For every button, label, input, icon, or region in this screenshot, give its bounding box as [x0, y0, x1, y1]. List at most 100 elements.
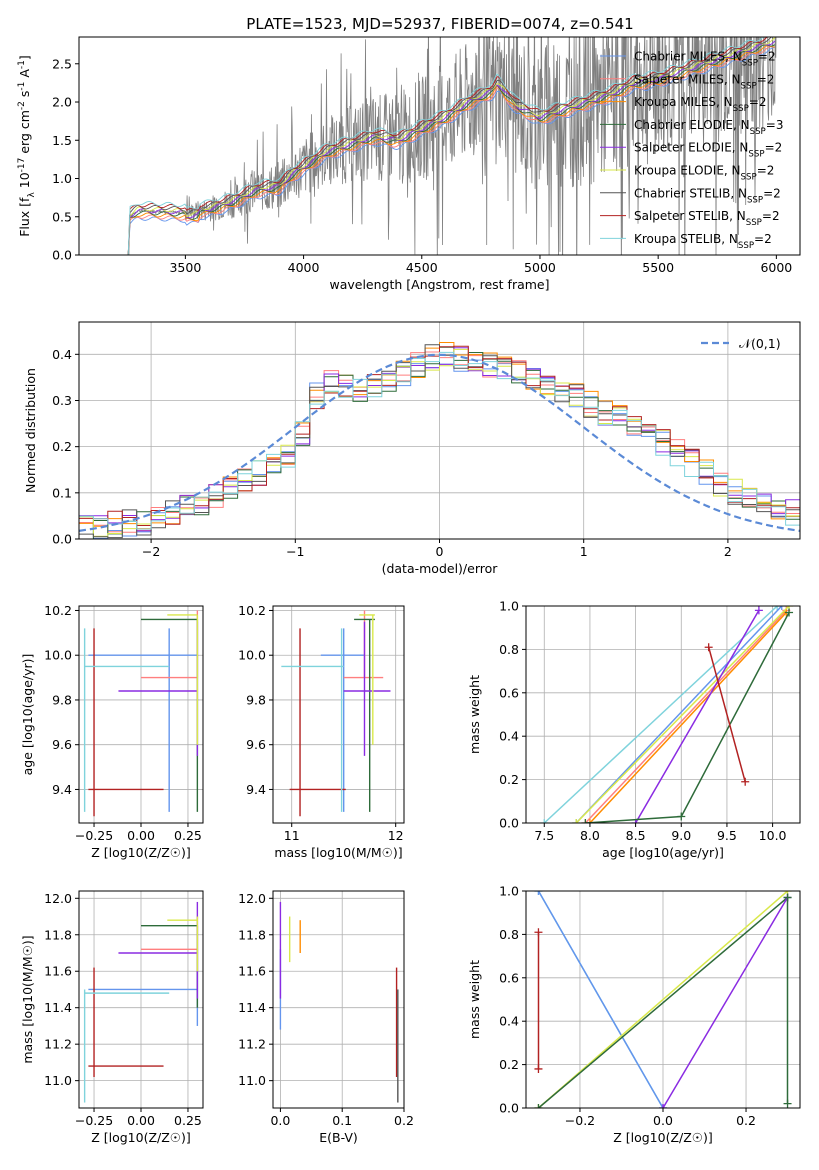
- weight-vs-Z-xtick-label: 0.0: [653, 1113, 673, 1128]
- age-vs-mass-ytick-label: 9.6: [246, 737, 266, 752]
- mass-vs-EBV-ytick-label: 11.0: [238, 1073, 266, 1088]
- weight-vs-age-point-marker: [677, 812, 686, 821]
- residuals-ytick-label: 0.2: [52, 439, 72, 454]
- mass-vs-EBV-plot-area: [279, 901, 399, 1103]
- weight-vs-age-ytick-label: 0.8: [499, 642, 519, 657]
- residuals-legend: 𝒩(0,1): [701, 336, 781, 351]
- age-vs-Z-xtick-label: −0.25: [75, 828, 113, 843]
- mass-vs-Z-frame: [78, 890, 204, 1109]
- mass-vs-Z-ylabel: mass [log10(M/M☉)]: [20, 935, 35, 1063]
- age-vs-Z-plot-area: [83, 610, 199, 817]
- age-vs-Z-xlabel: Z [log10(Z/Z☉)]: [91, 845, 191, 860]
- legend-entry-2: Kroupa MILES, NSSP=2: [634, 95, 767, 114]
- residuals-xtick-label: −1: [286, 544, 304, 559]
- residual-histogram-5: [79, 348, 800, 537]
- spectrum-xtick-label: 3500: [169, 260, 201, 275]
- weight-vs-age-xlabel: age [log10(age/yr)]: [602, 845, 724, 860]
- weight-vs-age-plot-area: [540, 606, 794, 823]
- mass-vs-Z-xtick-label: −0.25: [75, 1113, 113, 1128]
- mass-vs-EBV-ytick-label: 11.6: [238, 964, 266, 979]
- residual-histogram-8: [79, 351, 800, 530]
- legend-entry-6: Chabrier STELIB, NSSP=2: [634, 186, 781, 205]
- weight-vs-age-ytick-label: 0.4: [499, 729, 519, 744]
- weight-vs-age-point-marker: [585, 819, 594, 823]
- weight-vs-age-point-marker: [540, 819, 549, 823]
- spectrum-frame: [78, 36, 801, 256]
- weight-vs-Z-point-marker: [783, 893, 792, 902]
- age-vs-mass-ytick-label: 9.4: [246, 782, 266, 797]
- model-spectrum-line-3: [126, 44, 776, 255]
- weight-vs-Z-series-line-4: [662, 897, 789, 1108]
- mass-vs-EBV-xtick-label: 0.2: [394, 1113, 414, 1128]
- age-vs-Z-ytick-label: 10.0: [44, 648, 72, 663]
- residuals-axes: −2 −1 0 1 2 0.0 0.1 0.2 0.3 0.4 (data-model)/error…: [23, 322, 800, 576]
- residuals-ytick-label: 0.4: [52, 347, 72, 362]
- model-spectrum-line-1: [126, 46, 776, 255]
- residuals-xtick-label: 2: [724, 544, 732, 559]
- weight-vs-Z-point-marker: [783, 1099, 792, 1108]
- spectrum-xtick-label: 6000: [760, 260, 792, 275]
- mass-vs-Z-ytick-label: 11.0: [44, 1073, 72, 1088]
- normal-curve: [79, 353, 800, 532]
- legend-entry-8: Kroupa STELIB, NSSP=2: [634, 232, 772, 251]
- mass-vs-Z-ytick-label: 11.8: [44, 927, 72, 942]
- weight-vs-Z-ytick-label: 0.6: [499, 970, 519, 985]
- age-vs-mass-xtick-label: 11: [284, 828, 300, 843]
- residual-histogram-7: [79, 345, 800, 526]
- weight-vs-age-ytick-label: 1.0: [499, 599, 519, 614]
- weight-vs-Z-point-marker: [534, 891, 543, 895]
- residuals-plot-area: [79, 342, 800, 539]
- weight-vs-age-ytick-label: 0.0: [499, 816, 519, 831]
- weight-vs-Z-ytick-label: 0.8: [499, 927, 519, 942]
- weight-vs-Z-series-line-2: [538, 891, 788, 1108]
- legend-entry-7: Salpeter STELIB, NSSP=2: [634, 209, 780, 228]
- mass-vs-Z-plot-area: [83, 901, 199, 1103]
- mass-vs-EBV-ytick-label: 11.8: [238, 927, 266, 942]
- residuals-ytick-label: 0.3: [52, 393, 72, 408]
- mass-vs-Z-ytick-label: 12.0: [44, 891, 72, 906]
- spectrum-ylabel: Flux [fλ 10-17 erg cm-2 s-1 A-1]: [17, 55, 37, 237]
- weight-vs-age-xtick-label: 9.0: [671, 828, 691, 843]
- age-vs-Z-axes: −0.25 0.00 0.25 9.4 9.6 9.8 10.0 10.2 Z [log10(Z…: [20, 603, 203, 860]
- weight-vs-Z-ytick-label: 0.0: [499, 1101, 519, 1116]
- weight-vs-Z-series-line-1: [537, 891, 664, 1108]
- age-vs-Z-ytick-label: 9.4: [52, 782, 72, 797]
- spectrum-ytick-label: 1.0: [52, 171, 72, 186]
- mass-vs-EBV-ytick-label: 12.0: [238, 891, 266, 906]
- spectrum-axes: 3500 4000 4500 5000 5500 6000 0.0 0.5 1.0 1.5 2.0 2…: [17, 55, 792, 292]
- spectrum-xtick-label: 5000: [524, 260, 556, 275]
- weight-vs-age-ytick-label: 0.6: [499, 685, 519, 700]
- residuals-xtick-label: 0: [436, 544, 444, 559]
- weight-vs-age-series-line-3: [589, 611, 787, 823]
- weight-vs-age-xtick-label: 10.0: [759, 828, 787, 843]
- age-vs-Z-xtick-label: 0.25: [174, 828, 202, 843]
- weight-vs-age-xtick-label: 9.5: [717, 828, 737, 843]
- weight-vs-age-point-marker: [785, 608, 794, 617]
- weight-vs-age-frame: [525, 605, 801, 824]
- mass-vs-EBV-frame: [272, 890, 405, 1109]
- weight-vs-age-point-marker: [581, 819, 590, 823]
- weight-vs-Z-point-marker: [534, 1064, 543, 1073]
- mass-vs-EBV-ytick-label: 11.2: [238, 1037, 266, 1052]
- residuals-ylabel: Normed distribution: [23, 368, 38, 493]
- residuals-frame: [78, 321, 801, 540]
- weight-vs-Z-point-marker: [534, 1104, 543, 1108]
- weight-vs-age-point-marker: [741, 777, 750, 786]
- age-vs-mass-ytick-label: 10.0: [238, 648, 266, 663]
- age-vs-Z-ytick-label: 9.6: [52, 737, 72, 752]
- mass-vs-Z-xlabel: Z [log10(Z/Z☉)]: [91, 1130, 191, 1145]
- weight-vs-Z-point-marker: [534, 928, 543, 937]
- mass-vs-Z-xtick-label: 0.25: [174, 1113, 202, 1128]
- mass-vs-EBV-xtick-label: 0.1: [332, 1113, 352, 1128]
- legend-entry-0: Chabrier MILES, NSSP=2: [634, 50, 776, 69]
- spectrum-ytick-label: 0.0: [52, 248, 72, 263]
- age-vs-Z-ytick-label: 10.2: [44, 603, 72, 618]
- mass-vs-Z-ytick-label: 11.6: [44, 964, 72, 979]
- weight-vs-Z-xtick-label: 0.2: [736, 1113, 756, 1128]
- age-vs-mass-ytick-label: 10.2: [238, 603, 266, 618]
- legend-entry-1: Salpeter MILES, NSSP=2: [634, 72, 774, 91]
- age-vs-Z-frame: [78, 605, 204, 824]
- residuals-xtick-label: −2: [142, 544, 160, 559]
- residuals-ytick-label: 0.1: [52, 485, 72, 500]
- mass-vs-EBV-xlabel: E(B-V): [319, 1130, 358, 1145]
